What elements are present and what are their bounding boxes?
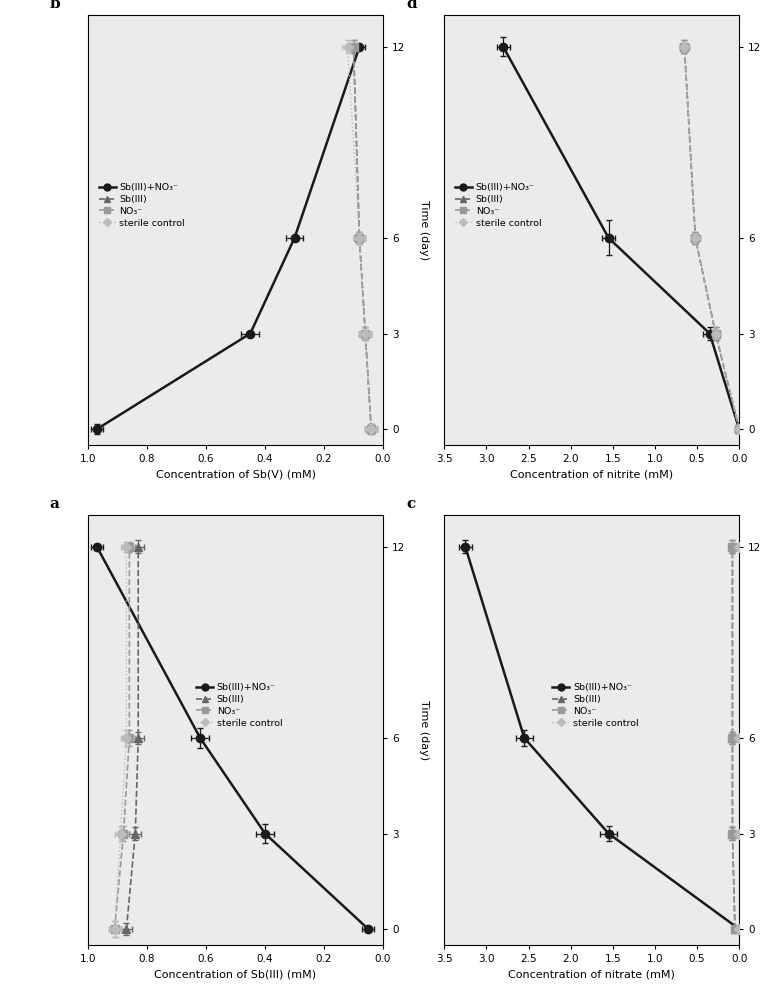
Text: a: a — [50, 497, 60, 511]
Text: c: c — [406, 497, 415, 511]
Y-axis label: Time (day): Time (day) — [419, 200, 429, 260]
X-axis label: Concentration of Sb(III) (mM): Concentration of Sb(III) (mM) — [155, 970, 316, 980]
Legend: Sb(III)+NO₃⁻, Sb(III), NO₃⁻, sterile control: Sb(III)+NO₃⁻, Sb(III), NO₃⁻, sterile con… — [451, 179, 545, 231]
Legend: Sb(III)+NO₃⁻, Sb(III), NO₃⁻, sterile control: Sb(III)+NO₃⁻, Sb(III), NO₃⁻, sterile con… — [548, 679, 643, 731]
Text: d: d — [406, 0, 417, 11]
X-axis label: Concentration of Sb(V) (mM): Concentration of Sb(V) (mM) — [155, 470, 316, 480]
Legend: Sb(III)+NO₃⁻, Sb(III), NO₃⁻, sterile control: Sb(III)+NO₃⁻, Sb(III), NO₃⁻, sterile con… — [192, 679, 286, 731]
Y-axis label: Time (day): Time (day) — [419, 700, 429, 760]
Text: b: b — [50, 0, 61, 11]
Legend: Sb(III)+NO₃⁻, Sb(III), NO₃⁻, sterile control: Sb(III)+NO₃⁻, Sb(III), NO₃⁻, sterile con… — [95, 179, 189, 231]
X-axis label: Concentration of nitrate (mM): Concentration of nitrate (mM) — [509, 970, 675, 980]
X-axis label: Concentration of nitrite (mM): Concentration of nitrite (mM) — [510, 470, 673, 480]
